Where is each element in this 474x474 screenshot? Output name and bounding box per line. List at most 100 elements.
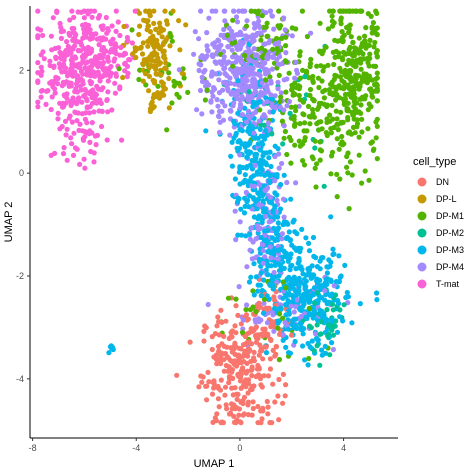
point-dp-m3 xyxy=(334,329,341,335)
point-dn xyxy=(229,367,236,373)
point-t-mat xyxy=(64,157,70,163)
point-dp-m4 xyxy=(204,47,211,53)
point-dp-m4 xyxy=(322,288,328,294)
point-dp-m1 xyxy=(365,107,371,113)
point-dp-m3 xyxy=(249,124,255,130)
point-dp-m3 xyxy=(247,231,253,238)
point-dp-l xyxy=(153,26,159,32)
point-dn xyxy=(234,396,240,402)
point-dp-m4 xyxy=(263,84,269,90)
point-dp-m1 xyxy=(283,285,289,291)
point-t-mat xyxy=(91,69,97,75)
point-dn xyxy=(215,383,221,390)
point-t-mat xyxy=(61,92,67,98)
point-dp-m4 xyxy=(214,97,220,103)
point-dp-m1 xyxy=(276,8,282,14)
point-dn xyxy=(236,345,242,351)
point-t-mat xyxy=(77,48,84,54)
point-dp-m4 xyxy=(246,113,252,119)
point-t-mat xyxy=(84,59,90,65)
point-dn xyxy=(250,405,256,412)
point-dp-m4 xyxy=(216,38,222,44)
point-dp-m1 xyxy=(242,52,248,58)
point-dp-m3 xyxy=(336,300,342,307)
point-dp-m1 xyxy=(259,13,265,19)
point-dp-l xyxy=(146,65,152,71)
point-t-mat xyxy=(62,118,69,124)
point-t-mat xyxy=(69,8,75,14)
point-dp-m4 xyxy=(238,60,245,66)
point-t-mat xyxy=(107,49,113,55)
point-dp-m4 xyxy=(258,63,264,70)
point-dp-m3 xyxy=(322,343,328,349)
point-dp-m4 xyxy=(252,25,258,31)
point-dp-m1 xyxy=(248,8,254,14)
y-axis-title: UMAP 2 xyxy=(3,202,15,243)
point-dp-m4 xyxy=(272,178,278,184)
point-dp-m2 xyxy=(269,131,275,137)
point-t-mat xyxy=(105,26,111,32)
point-dn xyxy=(257,342,263,348)
point-dp-m1 xyxy=(359,129,365,135)
point-dp-m1 xyxy=(166,70,172,76)
legend-key-dp-l xyxy=(417,194,427,204)
point-t-mat xyxy=(69,25,75,32)
point-dn xyxy=(243,312,249,318)
point-dp-l xyxy=(162,65,168,71)
point-dn xyxy=(256,352,262,358)
point-dp-m3 xyxy=(296,258,302,264)
y-tick-label: -2 xyxy=(16,271,24,281)
point-dp-m1 xyxy=(243,23,250,29)
point-dn xyxy=(261,306,267,312)
point-dp-m3 xyxy=(235,232,241,238)
point-dp-m1 xyxy=(303,68,310,74)
point-dp-m1 xyxy=(374,10,380,16)
point-dn xyxy=(244,340,250,346)
point-dp-l xyxy=(177,47,183,53)
x-tick-label: -8 xyxy=(29,443,37,453)
point-dp-m4 xyxy=(256,118,262,124)
point-t-mat xyxy=(47,58,53,64)
point-t-mat xyxy=(35,60,41,66)
point-dn xyxy=(225,368,231,374)
point-dp-m3 xyxy=(319,347,325,353)
point-dp-l xyxy=(159,34,165,40)
point-dp-m1 xyxy=(310,73,316,80)
point-t-mat xyxy=(43,101,49,107)
point-t-mat xyxy=(98,87,105,93)
point-t-mat xyxy=(52,90,58,96)
point-dp-m3 xyxy=(345,294,351,300)
point-dp-m1 xyxy=(354,124,360,130)
point-dp-m4 xyxy=(209,89,215,95)
point-t-mat xyxy=(55,116,61,122)
point-dp-m1 xyxy=(357,56,363,62)
point-t-mat xyxy=(91,109,97,115)
point-t-mat xyxy=(113,28,119,34)
point-dn xyxy=(257,373,263,379)
point-dn xyxy=(238,321,244,327)
point-t-mat xyxy=(105,109,111,115)
point-dp-m3 xyxy=(277,263,284,269)
point-dp-m3 xyxy=(229,139,235,145)
point-dp-m4 xyxy=(264,99,270,105)
point-t-mat xyxy=(69,119,75,125)
point-t-mat xyxy=(72,69,78,75)
point-t-mat xyxy=(48,152,54,158)
point-t-mat xyxy=(60,79,66,85)
point-dp-m4 xyxy=(245,108,252,114)
point-dp-m4 xyxy=(261,300,267,306)
point-dp-m3 xyxy=(269,200,275,206)
point-dp-m3 xyxy=(309,338,315,344)
point-dn xyxy=(236,412,242,418)
point-t-mat xyxy=(122,50,128,56)
point-dp-m4 xyxy=(216,129,223,135)
point-dp-m1 xyxy=(339,133,345,140)
point-dp-m1 xyxy=(350,39,356,46)
point-dn xyxy=(235,312,241,318)
point-dp-m2 xyxy=(317,331,323,337)
point-dn xyxy=(282,393,288,399)
point-dp-m3 xyxy=(271,172,278,178)
point-t-mat xyxy=(75,9,81,15)
point-t-mat xyxy=(69,62,75,68)
point-dp-m1 xyxy=(347,159,353,165)
